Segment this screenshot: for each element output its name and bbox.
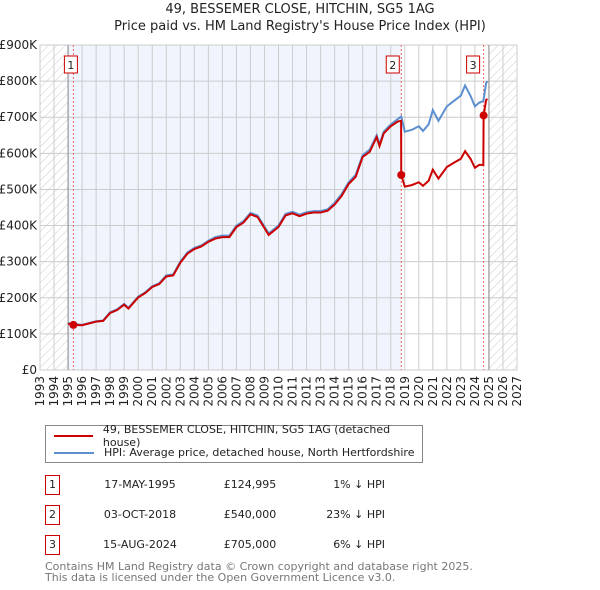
x-tick-label: 1995 [61,376,75,407]
sale-point [479,111,488,120]
transaction-row: 1 17-MAY-1995 £124,995 1% ↓ HPI [45,475,385,495]
footer: Contains HM Land Registry data © Crown c… [45,561,473,583]
legend-label: 49, BESSEMER CLOSE, HITCHIN, SG5 1AG (de… [102,422,391,449]
x-tick-label: 2011 [286,376,300,407]
y-tick-label: £300K [0,255,38,269]
x-tick-label: 2014 [328,376,342,407]
x-tick-label: 2012 [300,376,314,407]
sale-label-box [385,55,400,74]
sale-label: 2 [389,59,396,72]
legend: 49, BESSEMER CLOSE, HITCHIN, SG5 1AG (de… [45,423,423,463]
transaction-hpi-diff: 6% ↓ HPI [333,538,385,551]
transaction-number: 2 [45,505,60,525]
x-tick-label: 2017 [370,376,384,407]
sale-label-box [466,55,481,74]
x-tick-label: 2004 [187,376,201,407]
x-tick-label: 2009 [257,376,271,407]
y-tick-label: £700K [0,110,38,124]
x-tick-label: 2018 [384,376,398,407]
x-tick-label: 2008 [243,376,257,407]
x-tick-label: 2023 [454,376,468,407]
x-tick-label: 2015 [342,376,356,407]
footer-line: Contains HM Land Registry data © Crown c… [45,560,473,573]
x-tick-label: 2027 [510,376,524,407]
y-tick-label: £500K [0,182,38,196]
shaded-region [68,45,402,370]
transaction-date: 17-MAY-1995 [104,478,176,491]
property-price-line [67,98,488,327]
legend-item-property: 49, BESSEMER CLOSE, HITCHIN, SG5 1AG (de… [54,423,422,449]
y-tick-label: £900K [0,38,38,52]
price-chart: 1993 1994 1995 1996 1997 1998 1999 2000 2001 2002… [0,38,524,407]
transaction-date: 15-AUG-2024 [103,538,177,551]
x-tick-label: 2002 [159,376,173,407]
x-tick-label: 2013 [314,376,328,407]
legend-item-hpi: HPI: Average price, detached house, Nort… [54,444,414,461]
x-tick-label: 1998 [103,376,117,407]
x-tick-label: 2022 [440,376,454,407]
y-tick-label: £100K [0,327,38,341]
x-tick-label: 2019 [398,376,412,407]
x-tick-label: 1993 [33,376,47,407]
transaction-price: £705,000 [223,538,277,551]
x-tick-label: 2020 [412,376,426,407]
y-tick-label: £800K [0,74,38,88]
plot-border [39,44,518,371]
transaction-row: 3 15-AUG-2024 £705,000 6% ↓ HPI [45,535,385,555]
x-tick-label: 2005 [201,376,215,407]
transaction-number: 1 [45,475,60,495]
x-tick-label: 2024 [468,376,482,407]
y-tick-label: £200K [0,291,38,305]
sale-point [397,171,406,179]
sale-label: 1 [67,59,74,72]
x-tick-label: 2006 [215,376,229,407]
transaction-hpi-diff: 1% ↓ HPI [333,478,385,491]
x-tick-label: 2010 [272,376,286,407]
legend-label: HPI: Average price, detached house, Nort… [104,446,415,459]
x-tick-label: 2026 [496,376,510,407]
x-tick-label: 2000 [131,376,145,407]
footer-line: This data is licensed under the Open Gov… [45,571,396,584]
x-tick-label: 2007 [229,376,243,407]
x-tick-label: 2003 [173,376,187,407]
x-tick-label: 2021 [426,376,440,407]
x-tick-label: 2025 [482,376,496,407]
chart-title: 49, BESSEMER CLOSE, HITCHIN, SG5 1AG [165,2,435,17]
sale-point [69,320,78,329]
x-tick-label: 1997 [89,376,103,407]
x-tick-label: 2001 [145,376,159,407]
x-tick-label: 1994 [47,376,61,407]
transaction-price: £540,000 [223,508,277,521]
y-tick-label: £0 [22,363,37,377]
transaction-date: 03-OCT-2018 [103,508,177,521]
transaction-row: 2 03-OCT-2018 £540,000 23% ↓ HPI [45,505,385,525]
y-tick-label: £600K [0,146,38,160]
transaction-price: £124,995 [223,478,277,491]
x-tick-label: 1999 [117,376,131,407]
transaction-hpi-diff: 23% ↓ HPI [326,508,385,521]
y-tick-label: £400K [0,219,38,233]
sale-label-box [63,55,78,74]
chart-subtitle: Price paid vs. HM Land Registry's House … [114,19,486,34]
sale-label: 3 [470,59,477,72]
transaction-number: 3 [45,535,60,555]
x-tick-label: 1996 [75,376,89,407]
x-tick-label: 2016 [356,376,370,407]
